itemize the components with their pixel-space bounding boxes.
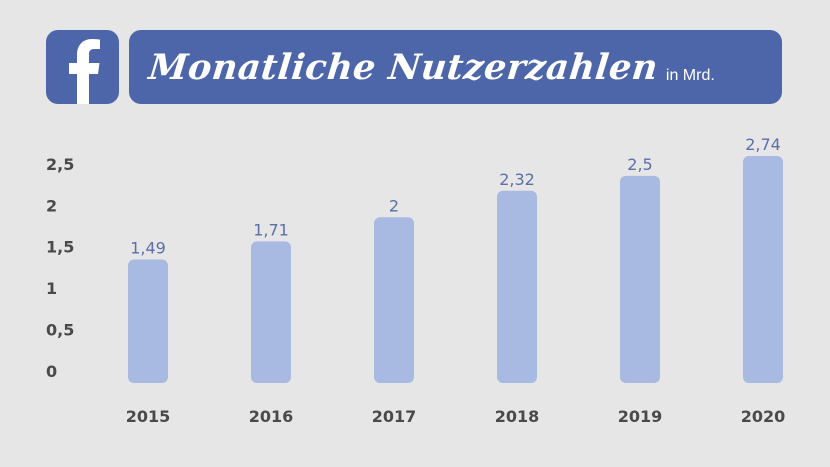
data-label-2018: 2,32	[499, 170, 535, 189]
bar-2020	[743, 156, 783, 383]
y-tick-label: 1,5	[46, 238, 74, 257]
y-tick-label: 1	[46, 279, 57, 298]
x-tick-label-2019: 2019	[618, 407, 663, 426]
x-tick-label-2020: 2020	[741, 407, 786, 426]
facebook-logo	[46, 30, 119, 104]
bar-2016	[251, 241, 291, 383]
bar-2017	[374, 217, 414, 383]
bar-2018	[497, 190, 537, 383]
data-label-2020: 2,74	[745, 135, 781, 154]
x-tick-label-2015: 2015	[126, 407, 171, 426]
data-label-2016: 1,71	[253, 220, 289, 239]
x-tick-label-2018: 2018	[495, 407, 540, 426]
x-tick-label-2016: 2016	[249, 407, 294, 426]
bar-2015	[128, 259, 168, 383]
x-tick-label-2017: 2017	[372, 407, 417, 426]
y-tick-label: 0	[46, 362, 57, 381]
y-tick-label: 0,5	[46, 321, 74, 340]
bar-2019	[620, 175, 660, 383]
y-tick-label: 2	[46, 196, 57, 215]
y-tick-label: 2,5	[46, 155, 74, 174]
unit-label: in Mrd.	[665, 67, 715, 84]
data-label-2015: 1,49	[130, 239, 166, 258]
data-label-2019: 2,5	[627, 155, 652, 174]
data-label-2017: 2	[389, 196, 399, 215]
title-banner: Monatliche Nutzerzahlen in Mrd.	[129, 30, 782, 104]
facebook-f-icon	[69, 39, 100, 104]
